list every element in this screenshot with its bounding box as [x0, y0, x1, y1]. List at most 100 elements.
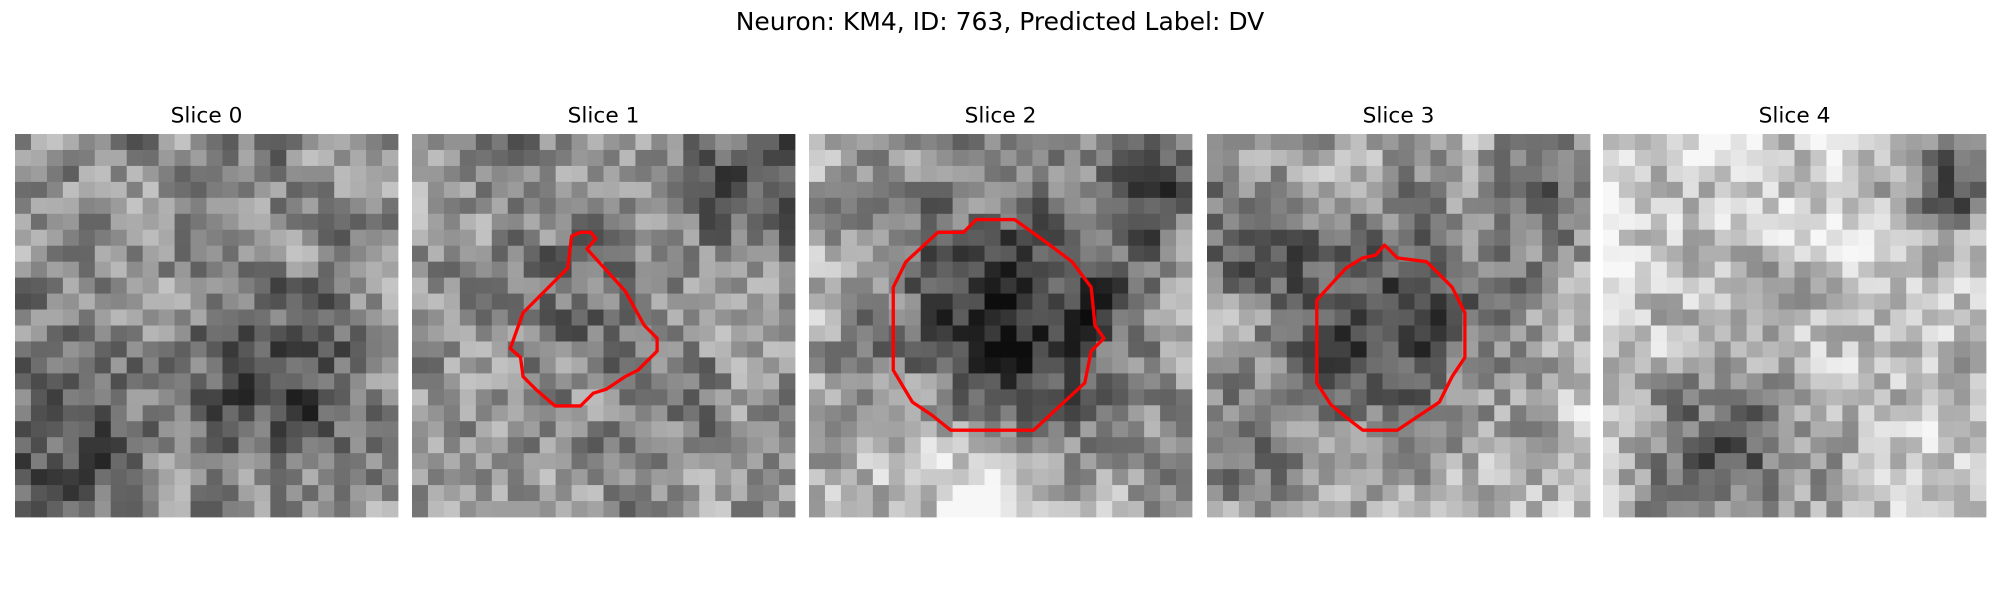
pixel	[302, 309, 319, 326]
pixel	[1160, 277, 1177, 294]
pixel	[571, 405, 588, 422]
pixel	[427, 134, 445, 151]
pixel	[952, 325, 969, 342]
pixel	[1922, 453, 1939, 470]
pixel	[46, 165, 64, 183]
pixel	[412, 421, 429, 438]
pixel	[699, 501, 716, 518]
pixel	[1112, 325, 1129, 342]
pixel	[1938, 229, 1955, 247]
pixel	[587, 213, 604, 231]
pixel	[763, 165, 780, 183]
pixel	[1494, 421, 1511, 438]
pixel	[1603, 485, 1620, 502]
pixel	[491, 134, 509, 151]
pixel	[1064, 501, 1081, 518]
pixel	[1542, 469, 1559, 486]
pixel	[1778, 453, 1795, 470]
pixel	[984, 197, 1001, 215]
pixel	[30, 389, 48, 406]
pixel	[936, 134, 954, 151]
pixel	[1128, 197, 1145, 215]
pixel	[1698, 389, 1716, 406]
pixel	[1302, 197, 1320, 215]
pixel	[1938, 405, 1955, 422]
pixel	[382, 149, 399, 167]
pixel	[1366, 134, 1383, 151]
pixel	[1000, 229, 1017, 247]
pixel	[1526, 469, 1543, 486]
pixel	[1144, 469, 1161, 486]
pixel	[1398, 453, 1415, 470]
pixel	[443, 501, 461, 518]
pixel	[587, 261, 604, 279]
pixel	[635, 469, 652, 486]
pixel	[1890, 469, 1907, 486]
pixel	[1698, 421, 1716, 438]
pixel	[1730, 293, 1748, 310]
pixel	[856, 453, 874, 470]
pixel	[1430, 261, 1447, 279]
pixel	[1222, 149, 1240, 167]
pixel	[1302, 469, 1320, 486]
pixel	[1430, 469, 1447, 486]
pixel	[1874, 245, 1891, 263]
pixel	[142, 229, 160, 247]
pixel	[1842, 421, 1859, 438]
pixel	[1334, 389, 1352, 406]
pixel	[1650, 134, 1668, 151]
pixel	[110, 325, 128, 342]
pixel	[1922, 149, 1939, 167]
pixel	[1906, 485, 1923, 502]
pixel	[699, 165, 716, 183]
pixel	[555, 309, 572, 326]
pixel	[366, 437, 383, 454]
pixel	[270, 485, 287, 502]
pixel	[30, 485, 48, 502]
pixel	[1478, 437, 1495, 454]
pixel	[1810, 277, 1827, 294]
pixel	[222, 165, 239, 183]
pixel	[1698, 213, 1716, 231]
pixel	[1970, 341, 1987, 358]
pixel	[539, 261, 557, 279]
pixel	[382, 245, 399, 263]
pixel	[936, 197, 954, 215]
pixel	[1730, 309, 1748, 326]
pixel	[15, 453, 32, 470]
pixel	[1778, 357, 1795, 374]
pixel	[475, 149, 493, 167]
pixel	[174, 373, 191, 390]
pixel	[30, 277, 48, 294]
pixel	[1618, 341, 1636, 358]
pixel	[238, 134, 255, 151]
pixel	[1558, 261, 1575, 279]
pixel	[1016, 485, 1033, 502]
pixel	[984, 213, 1001, 231]
pixel	[62, 245, 80, 263]
pixel	[126, 181, 144, 199]
pixel	[270, 181, 287, 199]
pixel	[1286, 245, 1304, 263]
pixel	[1222, 421, 1240, 438]
pixel	[587, 293, 604, 310]
pixel	[904, 357, 922, 374]
pixel	[683, 181, 700, 199]
pixel	[1080, 134, 1097, 151]
pixel	[968, 277, 985, 294]
panel-title: Slice 1	[568, 104, 640, 129]
pixel	[459, 485, 477, 502]
pixel	[1016, 181, 1033, 199]
pixel	[872, 181, 890, 199]
pixel	[1160, 357, 1177, 374]
pixel	[603, 453, 620, 470]
pixel	[779, 293, 796, 310]
pixel	[475, 357, 493, 374]
pixel	[412, 149, 429, 167]
pixel	[1510, 421, 1527, 438]
pixel	[1746, 389, 1763, 406]
pixel	[1970, 357, 1987, 374]
pixel	[824, 469, 842, 486]
pixel	[1574, 421, 1591, 438]
pixel	[1666, 341, 1684, 358]
